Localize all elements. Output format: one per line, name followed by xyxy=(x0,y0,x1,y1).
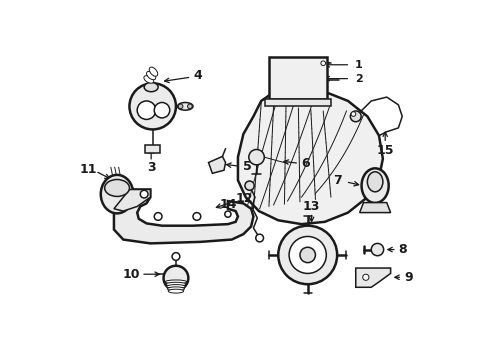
Ellipse shape xyxy=(144,82,158,92)
Circle shape xyxy=(172,253,180,260)
Ellipse shape xyxy=(168,289,184,293)
Ellipse shape xyxy=(165,280,187,284)
Circle shape xyxy=(321,61,325,66)
Circle shape xyxy=(225,211,231,217)
Ellipse shape xyxy=(105,180,129,197)
Circle shape xyxy=(350,111,361,122)
Polygon shape xyxy=(209,156,225,173)
Circle shape xyxy=(164,266,188,291)
Circle shape xyxy=(256,234,264,242)
Text: 1: 1 xyxy=(355,60,363,70)
Circle shape xyxy=(129,83,176,130)
Circle shape xyxy=(289,237,326,274)
Circle shape xyxy=(371,243,384,256)
Circle shape xyxy=(245,181,254,190)
Text: 14: 14 xyxy=(220,198,237,211)
Circle shape xyxy=(154,103,170,118)
Text: 13: 13 xyxy=(303,200,320,213)
Text: 8: 8 xyxy=(399,243,407,256)
Ellipse shape xyxy=(362,168,389,203)
Text: 6: 6 xyxy=(301,157,310,170)
Polygon shape xyxy=(360,203,391,213)
Polygon shape xyxy=(238,89,383,224)
Text: 10: 10 xyxy=(123,268,141,281)
Ellipse shape xyxy=(101,175,133,213)
Circle shape xyxy=(351,112,356,116)
Bar xyxy=(145,145,160,153)
Circle shape xyxy=(188,104,192,109)
Circle shape xyxy=(363,274,369,280)
Polygon shape xyxy=(114,189,150,211)
Ellipse shape xyxy=(368,172,383,192)
Text: 7: 7 xyxy=(334,174,343,187)
Circle shape xyxy=(137,101,156,120)
Text: 3: 3 xyxy=(147,161,155,175)
Ellipse shape xyxy=(168,287,184,291)
Text: 11: 11 xyxy=(79,163,97,176)
Text: 9: 9 xyxy=(404,271,413,284)
Ellipse shape xyxy=(167,285,185,288)
Circle shape xyxy=(300,247,316,263)
Circle shape xyxy=(178,104,183,109)
Ellipse shape xyxy=(166,282,186,286)
Ellipse shape xyxy=(144,76,154,83)
Bar xyxy=(265,99,331,105)
Text: 5: 5 xyxy=(243,160,252,173)
Ellipse shape xyxy=(149,67,158,76)
Text: 15: 15 xyxy=(376,144,394,157)
Circle shape xyxy=(278,226,337,284)
Circle shape xyxy=(140,190,148,198)
Polygon shape xyxy=(356,268,391,287)
Ellipse shape xyxy=(177,103,193,110)
Text: 4: 4 xyxy=(193,69,202,82)
Text: 12: 12 xyxy=(235,192,253,205)
Polygon shape xyxy=(114,189,253,243)
Ellipse shape xyxy=(147,71,156,80)
Circle shape xyxy=(249,149,264,165)
Text: 2: 2 xyxy=(355,73,363,84)
Circle shape xyxy=(154,213,162,220)
Bar xyxy=(269,57,327,99)
Circle shape xyxy=(193,213,201,220)
